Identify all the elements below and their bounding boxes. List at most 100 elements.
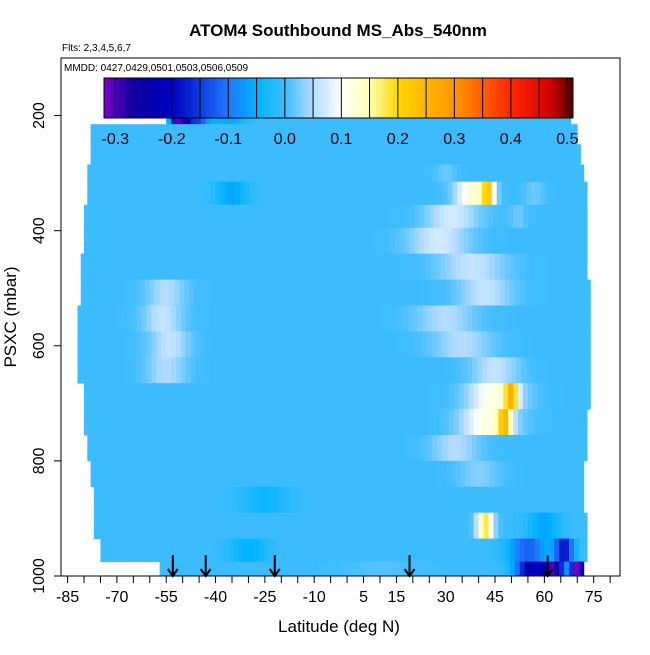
heatmap-cell <box>567 512 573 539</box>
heatmap-cell <box>366 253 373 280</box>
heatmap-cell <box>200 434 207 462</box>
heatmap-cell <box>164 279 170 306</box>
heatmap-cell <box>84 383 90 410</box>
heatmap-cell <box>319 305 325 332</box>
heatmap-cell <box>246 383 253 410</box>
heatmap-cell <box>491 181 498 206</box>
heatmap-cell <box>342 279 348 306</box>
heatmap-cell <box>435 144 442 165</box>
heatmap-cell <box>307 538 313 563</box>
heatmap-cell <box>248 144 254 165</box>
heatmap-cell <box>123 204 129 229</box>
heatmap-cell <box>567 227 573 255</box>
heatmap-cell <box>490 253 496 280</box>
heatmap-cell <box>421 144 427 165</box>
heatmap-cell <box>499 460 506 488</box>
colorbar-swatch <box>441 78 445 118</box>
colorbar-swatch <box>390 78 393 118</box>
heatmap-cell <box>355 512 361 539</box>
heatmap-cell <box>542 204 549 229</box>
heatmap-cell <box>220 434 226 462</box>
heatmap-cell <box>449 409 455 436</box>
heatmap-cell <box>139 460 146 488</box>
heatmap-cell <box>511 331 517 358</box>
heatmap-cell <box>513 409 519 436</box>
heatmap-cell <box>356 144 363 165</box>
heatmap-cell <box>518 383 524 410</box>
heatmap-cell <box>233 144 239 165</box>
heatmap-cell <box>332 144 338 165</box>
heatmap-cell <box>189 561 195 576</box>
colorbar-swatch <box>197 78 201 118</box>
heatmap-cell <box>281 512 287 539</box>
heatmap-cell <box>148 486 154 514</box>
heatmap-cell <box>141 434 147 462</box>
heatmap-cell <box>409 204 415 229</box>
heatmap-cell <box>332 279 338 306</box>
colorbar-swatch <box>218 78 222 118</box>
heatmap-cell <box>332 124 338 145</box>
colorbar-swatch <box>254 78 257 118</box>
heatmap-cell <box>483 512 489 539</box>
heatmap-cell <box>534 538 540 563</box>
heatmap-cell <box>453 227 460 255</box>
heatmap-cell <box>139 538 146 563</box>
heatmap-cell <box>187 409 193 436</box>
heatmap-cell <box>240 331 246 358</box>
colorbar-swatch <box>373 78 377 118</box>
colorbar-tick-label: 0.0 <box>274 131 296 148</box>
heatmap-cell <box>268 253 274 280</box>
heatmap-cell <box>136 305 142 332</box>
heatmap-cell <box>148 383 154 410</box>
heatmap-cell <box>286 409 292 436</box>
heatmap-cell <box>187 383 193 410</box>
heatmap-cell <box>299 305 305 332</box>
heatmap-cell <box>301 486 307 514</box>
heatmap-cell <box>340 204 346 229</box>
heatmap-cell <box>430 538 437 563</box>
heatmap-cell <box>499 124 506 145</box>
heatmap-cell <box>463 227 470 255</box>
heatmap-cell <box>352 124 358 145</box>
heatmap-cell <box>335 227 341 255</box>
heatmap-cell <box>278 144 284 165</box>
heatmap-cell <box>587 383 591 410</box>
heatmap-cell <box>181 164 187 183</box>
colorbar-swatch <box>383 78 386 118</box>
heatmap-cell <box>131 305 138 332</box>
heatmap-cell <box>356 460 363 488</box>
heatmap-cell <box>148 227 154 255</box>
heatmap-cell <box>542 512 549 539</box>
heatmap-cell <box>457 434 463 462</box>
heatmap-cell <box>159 253 165 280</box>
x-tick-label: 15 <box>388 589 406 606</box>
heatmap-cell <box>429 512 435 539</box>
heatmap-cell <box>338 164 345 183</box>
heatmap-cell <box>263 561 269 576</box>
heatmap-cell <box>358 181 364 206</box>
heatmap-cell <box>366 124 373 145</box>
heatmap-cell <box>470 538 476 563</box>
heatmap-cell <box>360 227 366 255</box>
heatmap-cell <box>363 305 369 332</box>
heatmap-cell <box>107 181 113 206</box>
heatmap-cell <box>310 383 317 410</box>
heatmap-cell <box>189 279 195 306</box>
heatmap-cell <box>536 434 542 462</box>
heatmap-cell <box>113 204 119 229</box>
heatmap-cell <box>236 204 243 229</box>
heatmap-cell <box>386 253 392 280</box>
heatmap-cell <box>107 164 113 183</box>
colorbar-swatch <box>460 78 464 118</box>
colorbar-swatch <box>378 78 382 118</box>
heatmap-cell <box>95 144 101 165</box>
heatmap-cell <box>107 331 113 358</box>
colorbar-swatch <box>554 78 558 118</box>
heatmap-cell <box>569 561 575 576</box>
heatmap-cell <box>210 357 216 384</box>
heatmap-cell <box>437 357 443 384</box>
heatmap-cell <box>537 383 544 410</box>
colorbar-swatch <box>279 78 283 118</box>
heatmap-cell <box>577 204 583 229</box>
heatmap-cell <box>347 124 353 145</box>
